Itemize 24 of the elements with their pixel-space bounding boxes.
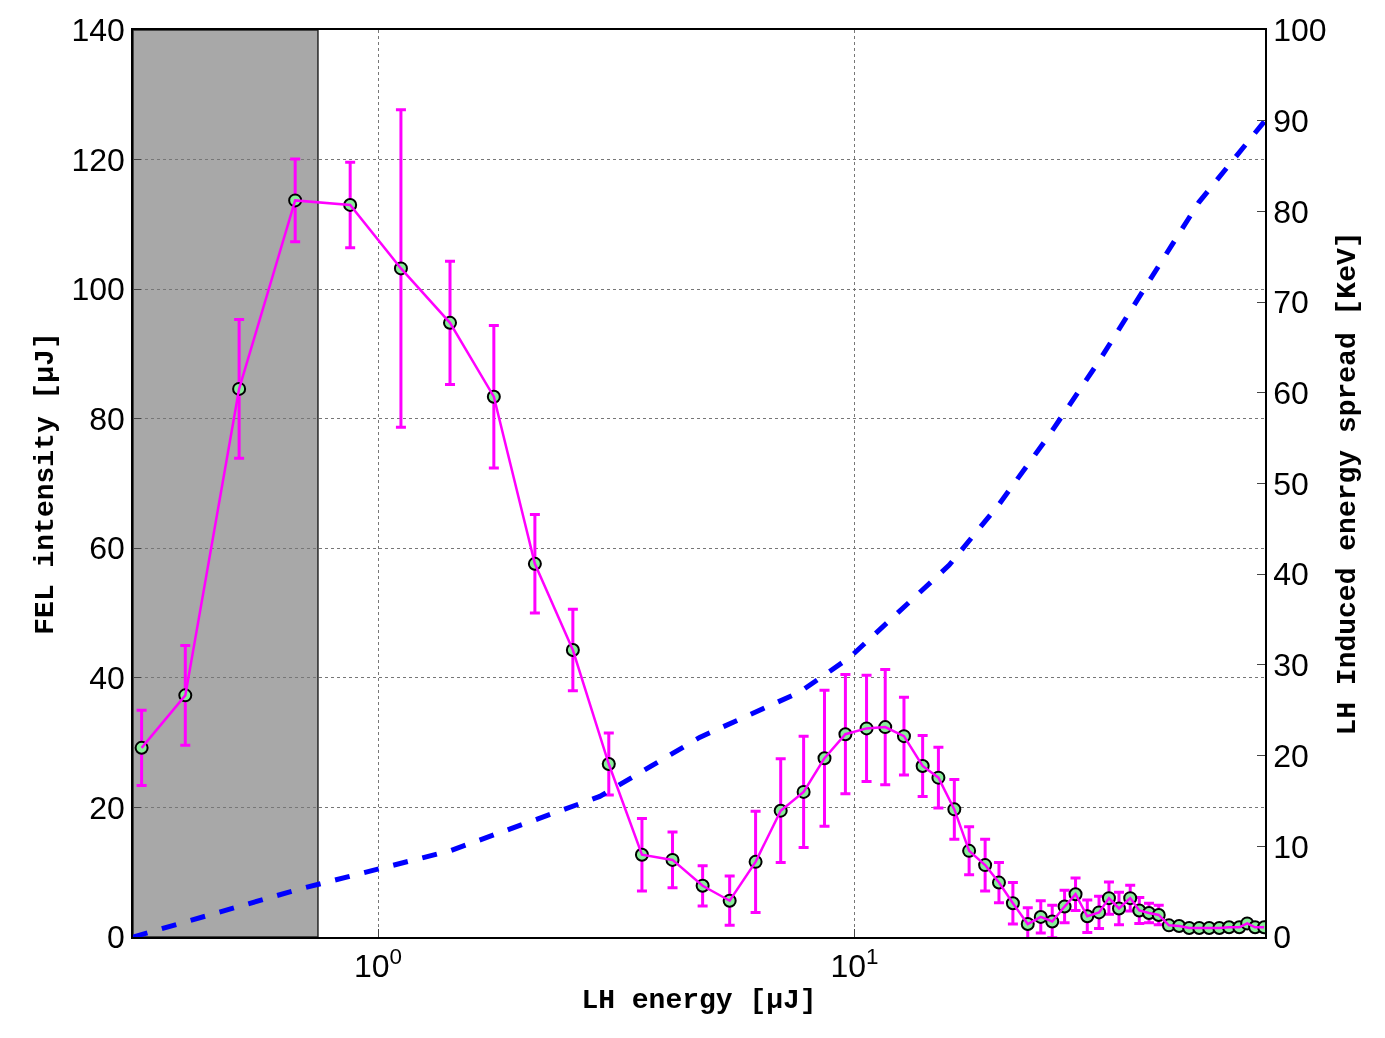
y2-axis-title: LH Induced energy spread [KeV]	[1332, 231, 1364, 736]
y2-tick-label: 10	[1273, 828, 1309, 865]
y-tick-label: 0	[107, 919, 125, 956]
y-tick-label: 60	[89, 530, 125, 567]
y2-tick-label: 90	[1273, 102, 1309, 139]
x-tick-label: 10$^{1}$	[830, 943, 879, 985]
y2-tick-label: 70	[1273, 284, 1309, 321]
y-axis-title: FEL intensity [μJ]	[29, 332, 61, 635]
y-tick-label: 140	[71, 12, 125, 49]
y2-tick-label: 20	[1273, 737, 1309, 774]
x-axis-title: LH energy [μJ]	[581, 984, 817, 1016]
y2-tick-label: 40	[1273, 556, 1309, 593]
y2-tick-label: 100	[1273, 12, 1327, 49]
x-tick-label: 10$^{0}$	[354, 943, 403, 985]
y-tick-label: 80	[89, 400, 125, 437]
y2-tick-label: 80	[1273, 193, 1309, 230]
y-tick-label: 120	[71, 141, 125, 178]
y2-tick-label: 60	[1273, 375, 1309, 411]
y-tick-label: 100	[71, 271, 125, 308]
y2-tick-label: 30	[1273, 647, 1309, 684]
y-tick-label: 40	[89, 660, 125, 697]
y-tick-label: 20	[89, 789, 125, 826]
y2-tick-label: 50	[1273, 465, 1309, 502]
y2-tick-label: 0	[1273, 919, 1291, 956]
